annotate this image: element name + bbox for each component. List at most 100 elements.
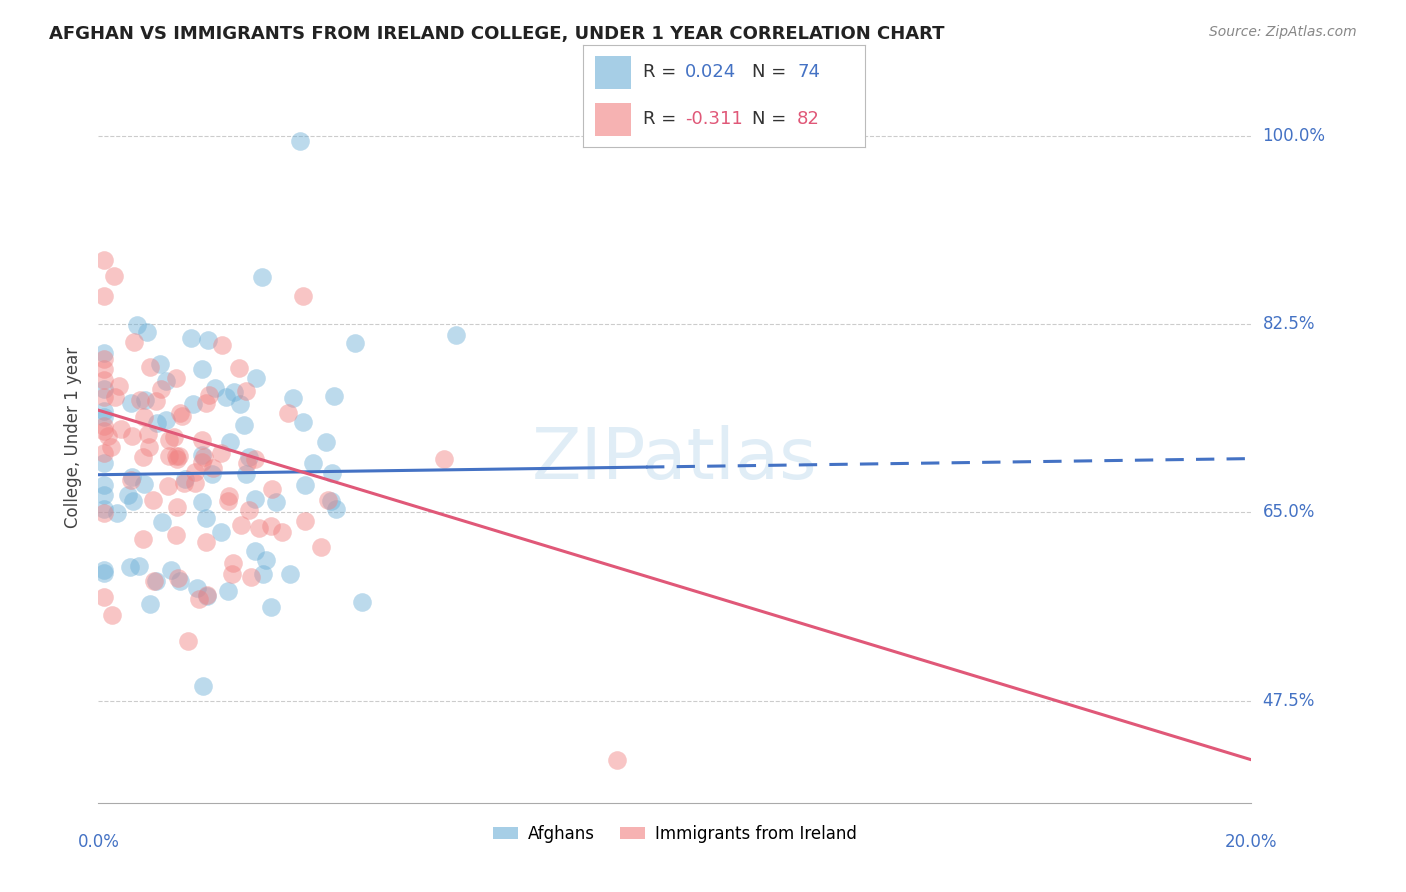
Point xyxy=(219,435,242,450)
Point xyxy=(201,461,224,475)
Point xyxy=(120,395,142,409)
Point xyxy=(277,406,299,420)
Point xyxy=(444,327,467,342)
Point xyxy=(292,289,315,303)
Point xyxy=(120,559,142,574)
Point xyxy=(121,470,143,484)
Point xyxy=(165,371,187,385)
Point xyxy=(160,563,183,577)
Point xyxy=(166,451,188,466)
Point xyxy=(122,494,145,508)
Point xyxy=(193,450,215,465)
Point xyxy=(262,482,284,496)
Point xyxy=(129,393,152,408)
Point xyxy=(180,331,202,345)
Point xyxy=(163,430,186,444)
Point xyxy=(138,359,160,374)
Point xyxy=(169,407,191,421)
Point xyxy=(134,477,156,491)
Point xyxy=(264,494,287,508)
Point xyxy=(224,384,246,399)
Point xyxy=(93,390,115,404)
Point xyxy=(93,456,115,470)
Point xyxy=(165,449,187,463)
Point xyxy=(190,495,212,509)
Point xyxy=(433,451,456,466)
Point xyxy=(93,289,115,303)
Text: N =: N = xyxy=(752,111,786,128)
Text: 100.0%: 100.0% xyxy=(1263,127,1326,145)
Point xyxy=(142,493,165,508)
Point xyxy=(93,418,115,433)
Point xyxy=(259,519,281,533)
Point xyxy=(121,429,143,443)
Point xyxy=(166,500,188,514)
Point xyxy=(166,570,188,584)
Point xyxy=(222,556,245,570)
Point xyxy=(93,566,115,581)
Point xyxy=(135,325,157,339)
Point xyxy=(235,384,257,399)
Point xyxy=(221,566,243,581)
Point xyxy=(606,753,628,767)
Point xyxy=(201,467,224,482)
Point xyxy=(128,559,150,574)
Point xyxy=(155,413,177,427)
Point xyxy=(228,397,250,411)
Text: N =: N = xyxy=(752,63,786,81)
Text: 82.5%: 82.5% xyxy=(1263,315,1315,333)
Point xyxy=(260,600,283,615)
Point xyxy=(93,352,115,367)
Point xyxy=(190,448,212,462)
Point xyxy=(165,528,187,542)
Point xyxy=(278,566,301,581)
Point xyxy=(108,378,131,392)
Point xyxy=(120,473,142,487)
Point xyxy=(150,515,173,529)
Point xyxy=(93,410,115,425)
Point xyxy=(93,502,115,516)
Point xyxy=(149,357,172,371)
Point xyxy=(343,335,366,350)
Point xyxy=(235,467,257,481)
Point xyxy=(245,371,267,385)
Text: 20.0%: 20.0% xyxy=(1225,833,1278,851)
Text: 82: 82 xyxy=(797,111,820,128)
Point xyxy=(247,521,270,535)
Point xyxy=(321,493,343,508)
Point xyxy=(167,450,190,464)
Point xyxy=(209,525,232,540)
Point xyxy=(195,590,218,604)
Point xyxy=(122,334,145,349)
Point xyxy=(191,679,214,693)
Point xyxy=(143,574,166,588)
Point xyxy=(145,574,167,588)
Point xyxy=(235,456,257,470)
Point xyxy=(195,510,218,524)
Point xyxy=(243,544,266,558)
Point xyxy=(93,477,115,491)
Point xyxy=(132,532,155,546)
Text: 0.024: 0.024 xyxy=(685,63,735,81)
Point xyxy=(190,434,212,448)
Point xyxy=(173,472,195,486)
Point xyxy=(240,570,263,584)
Point xyxy=(294,477,316,491)
Point xyxy=(105,506,128,520)
Point xyxy=(188,592,211,607)
Point xyxy=(243,491,266,506)
Point xyxy=(238,503,260,517)
Point xyxy=(302,456,325,470)
Point xyxy=(238,450,260,465)
Point xyxy=(103,268,125,283)
Point xyxy=(157,449,180,463)
Point xyxy=(93,563,115,577)
Point xyxy=(228,360,250,375)
Point xyxy=(190,454,212,468)
Point xyxy=(93,425,115,439)
Point xyxy=(139,597,162,611)
Point xyxy=(197,333,219,347)
Point xyxy=(97,429,120,443)
Point xyxy=(93,346,115,360)
Point xyxy=(352,594,374,608)
